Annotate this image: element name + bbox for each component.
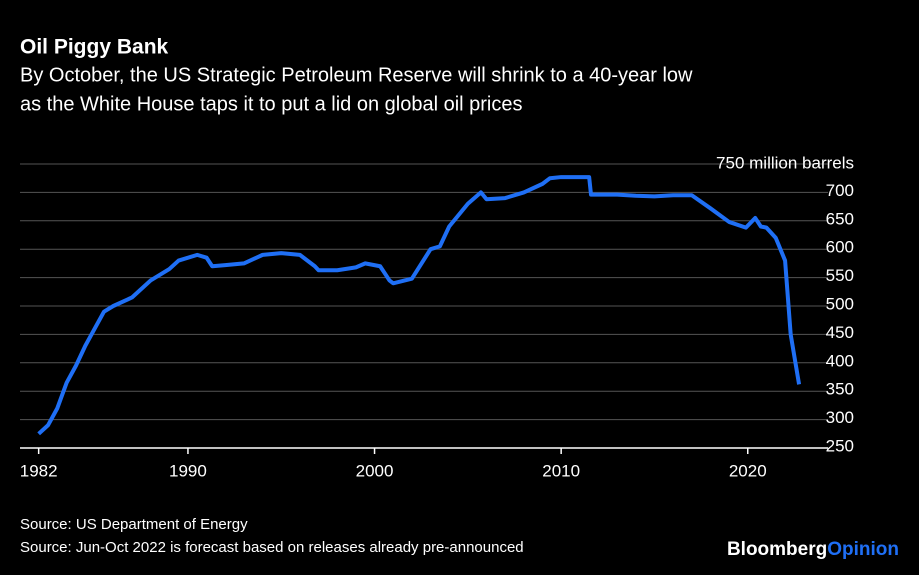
- y-tick-label: 450: [826, 323, 854, 342]
- x-tick-label: 1990: [169, 461, 207, 480]
- y-tick-label: 700: [826, 181, 854, 200]
- y-tick-label: 250: [826, 436, 854, 455]
- x-tick-label: 2000: [356, 461, 394, 480]
- y-tick-label: 400: [826, 351, 854, 370]
- x-tick-label: 2010: [542, 461, 580, 480]
- y-tick-label: 350: [826, 380, 854, 399]
- chart-subtitle: By October, the US Strategic Petroleum R…: [20, 64, 693, 86]
- source: Source: Jun-Oct 2022 is forecast based o…: [20, 539, 524, 556]
- data-line: [37, 175, 802, 436]
- branding: BloombergOpinion: [727, 539, 899, 560]
- brand-name: Opinion: [827, 539, 899, 560]
- source: Source: US Department of Energy: [20, 516, 248, 533]
- y-tick-label: 750 million barrels: [716, 153, 854, 172]
- y-tick-label: 550: [826, 266, 854, 285]
- y-tick-label: 650: [826, 209, 854, 228]
- chart-title: Oil Piggy Bank: [20, 36, 169, 59]
- y-tick-label: 500: [826, 294, 854, 313]
- chart-subtitle: as the White House taps it to put a lid …: [20, 93, 523, 115]
- brand-name: Bloomberg: [727, 539, 827, 560]
- x-tick-label: 2020: [729, 461, 767, 480]
- x-tick-label: 1982: [20, 461, 58, 480]
- y-tick-label: 600: [826, 238, 854, 257]
- y-tick-label: 300: [826, 408, 854, 427]
